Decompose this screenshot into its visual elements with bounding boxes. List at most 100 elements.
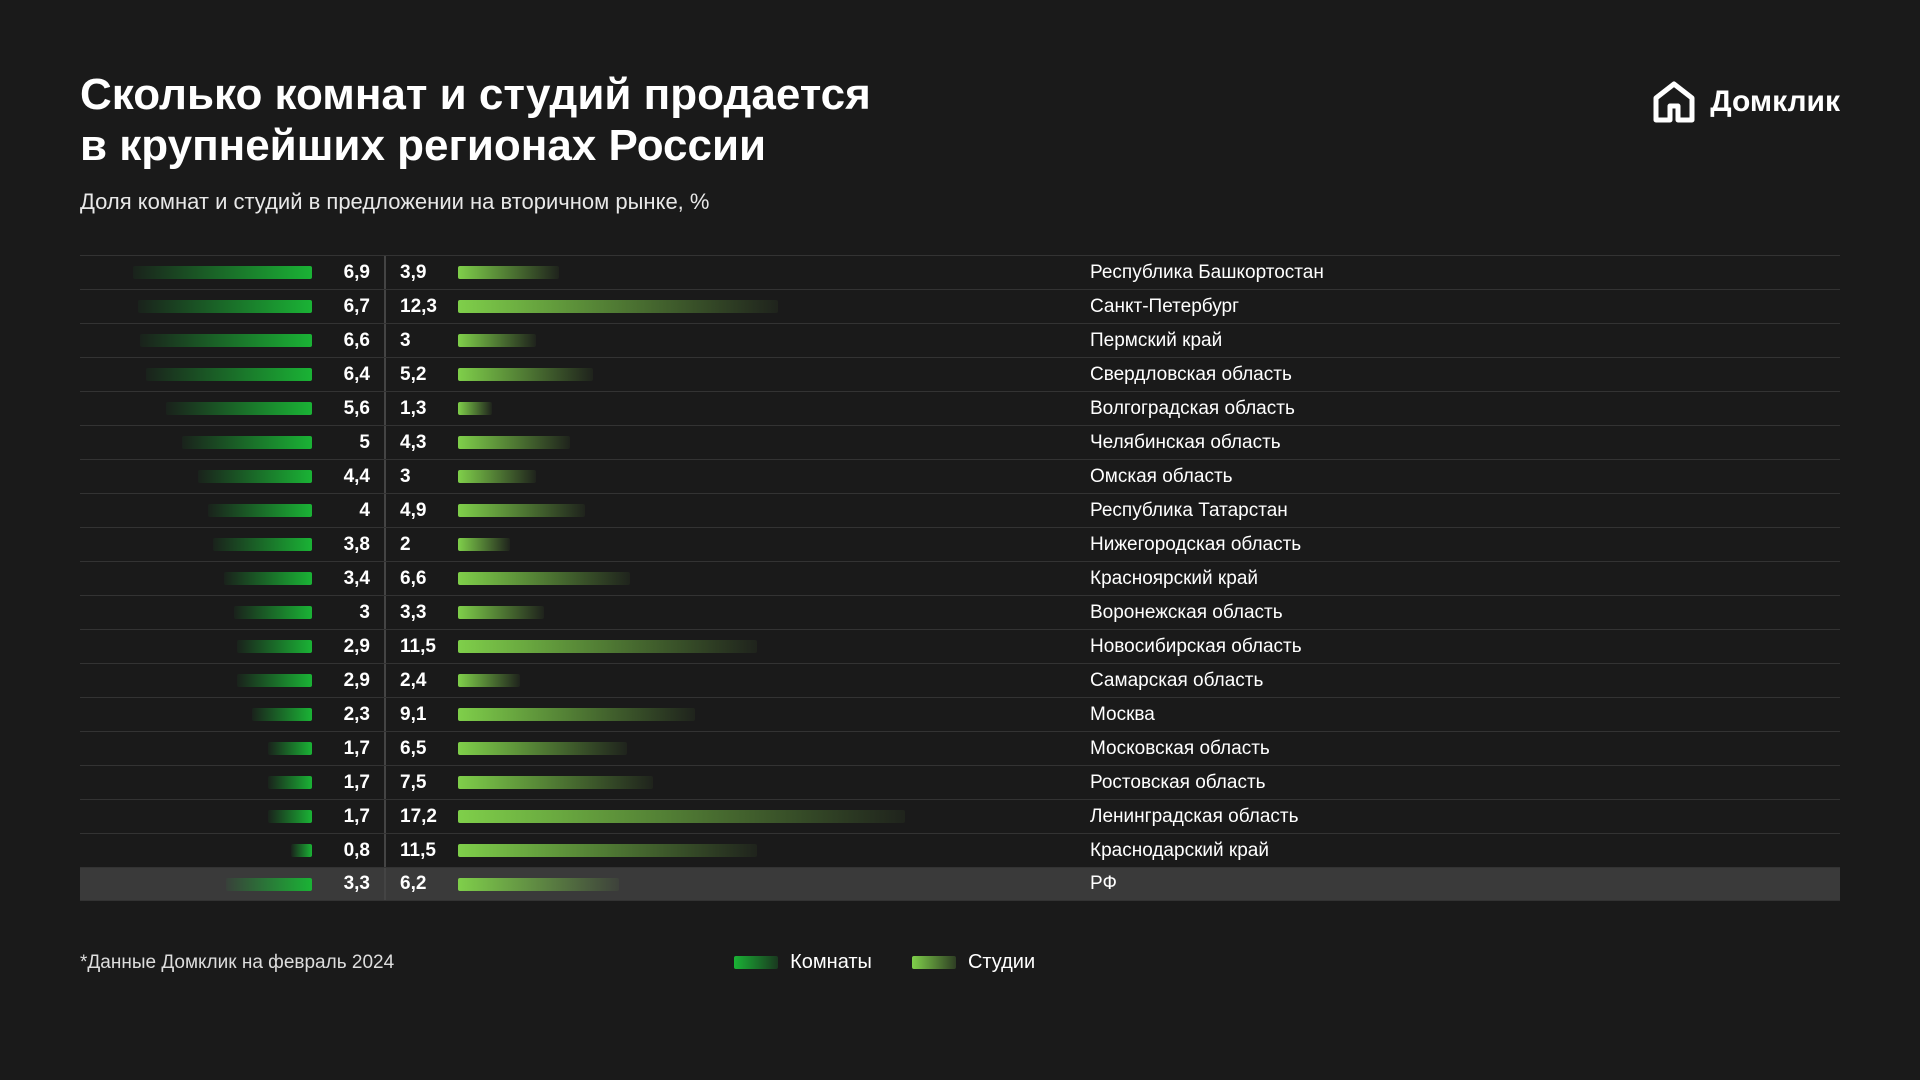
left-bar-cell [80,324,320,357]
studios-value: 2 [390,534,450,556]
rooms-bar [140,334,312,347]
studios-bar [458,266,559,279]
studios-value: 11,5 [390,840,450,862]
studios-value: 17,2 [390,806,450,828]
legend-label-rooms: Комнаты [790,951,872,974]
region-label: Волгоградская область [1050,398,1840,420]
region-label: Ленинградская область [1050,806,1840,828]
right-bar-cell [450,664,1050,697]
right-bar-cell [450,290,1050,323]
studios-value: 3 [390,466,450,488]
region-label: Республика Татарстан [1050,500,1840,522]
studios-bar [458,844,757,857]
region-label: Самарская область [1050,670,1840,692]
center-divider [384,562,386,595]
left-bar-cell [80,834,320,867]
left-bar-cell [80,766,320,799]
legend-swatch-rooms [734,956,778,969]
studios-bar [458,878,619,891]
left-bar-cell [80,562,320,595]
center-divider [384,290,386,323]
rooms-value: 5,6 [320,398,380,420]
center-divider [384,528,386,561]
chart-subtitle: Доля комнат и студий в предложении на вт… [80,189,1840,215]
rooms-value: 6,4 [320,364,380,386]
rooms-value: 2,9 [320,670,380,692]
left-bar-cell [80,426,320,459]
chart-row: 0,811,5Краснодарский край [80,833,1840,867]
region-label: Красноярский край [1050,568,1840,590]
chart-row: 6,45,2Свердловская область [80,357,1840,391]
center-divider [384,460,386,493]
studios-bar [458,810,905,823]
studios-value: 7,5 [390,772,450,794]
region-label: Челябинская область [1050,432,1840,454]
center-divider [384,800,386,833]
studios-bar [458,504,585,517]
left-bar-cell [80,256,320,289]
rooms-value: 6,9 [320,262,380,284]
chart-row: 3,8 2 Нижегородская область [80,527,1840,561]
rooms-bar [234,606,312,619]
right-bar-cell [450,562,1050,595]
region-label: Нижегородская область [1050,534,1840,556]
right-bar-cell [450,494,1050,527]
rooms-bar [133,266,312,279]
rooms-value: 3,8 [320,534,380,556]
left-bar-cell [80,290,320,323]
rooms-value: 2,3 [320,704,380,726]
legend-item-studios: Студии [912,951,1035,974]
studios-value: 12,3 [390,296,450,318]
rooms-value: 6,6 [320,330,380,352]
chart-row: 2,911,5Новосибирская область [80,629,1840,663]
center-divider [384,868,386,900]
studios-value: 4,9 [390,500,450,522]
left-bar-cell [80,494,320,527]
center-divider [384,698,386,731]
center-divider [384,426,386,459]
studios-bar [458,776,653,789]
center-divider [384,766,386,799]
left-bar-cell [80,630,320,663]
left-bar-cell [80,358,320,391]
left-bar-cell [80,698,320,731]
left-bar-cell [80,392,320,425]
chart-row: 1,7 17,2 Ленинградская область [80,799,1840,833]
studios-value: 3,3 [390,602,450,624]
studios-value: 11,5 [390,636,450,658]
chart-row: 4 4,9 Республика Татарстан [80,493,1840,527]
studios-value: 4,3 [390,432,450,454]
region-label: Московская область [1050,738,1840,760]
studios-value: 6,5 [390,738,450,760]
center-divider [384,732,386,765]
rooms-value: 4,4 [320,466,380,488]
center-divider [384,256,386,289]
rooms-bar [252,708,312,721]
chart-row: 54,3Челябинская область [80,425,1840,459]
right-bar-cell [450,596,1050,629]
left-bar-cell [80,596,320,629]
chart-row: 6,93,9Республика Башкортостан [80,255,1840,289]
studios-bar [458,334,536,347]
studios-bar [458,368,593,381]
chart-row: 2,9 2,4 Самарская область [80,663,1840,697]
rooms-value: 1,7 [320,806,380,828]
studios-value: 1,3 [390,398,450,420]
right-bar-cell [450,392,1050,425]
brand-name: Домклик [1710,85,1840,119]
studios-value: 3,9 [390,262,450,284]
region-label: Краснодарский край [1050,840,1840,862]
studios-bar [458,538,510,551]
studios-bar [458,300,778,313]
chart-row: 2,39,1Москва [80,697,1840,731]
rooms-bar [268,742,312,755]
legend: Комнаты Студии [734,951,1035,974]
studios-value: 5,2 [390,364,450,386]
left-bar-cell [80,528,320,561]
center-divider [384,664,386,697]
region-label: Москва [1050,704,1840,726]
studios-value: 2,4 [390,670,450,692]
region-label: Ростовская область [1050,772,1840,794]
rooms-value: 4 [320,500,380,522]
footnote: *Данные Домклик на февраль 2024 [80,952,394,974]
